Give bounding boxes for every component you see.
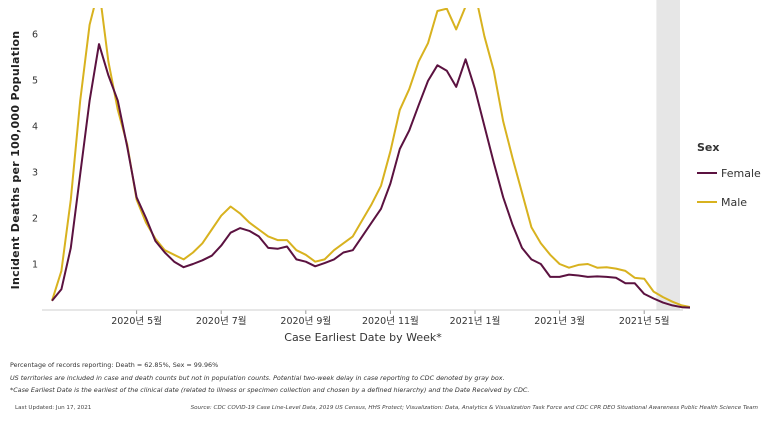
y-tick-label: 3 [32, 168, 38, 179]
y-tick-label: 6 [32, 30, 38, 41]
legend-label-female: Female [721, 167, 761, 180]
last-updated: Last Updated: Jun 17, 2021 [15, 405, 92, 411]
y-tick-label: 4 [32, 122, 38, 133]
deaths-line-chart: 1 2 3 4 5 6 2020년 5월 2020년 7월 2020년 9월 2020년 11월… [9, 0, 761, 344]
reporting-note: Percentage of records reporting: Death =… [10, 361, 219, 369]
series-line-male [51, 8, 690, 308]
y-tick-label: 2 [32, 214, 38, 225]
x-axis-title: Case Earliest Date by Week* [284, 331, 442, 344]
series-line-female [51, 43, 690, 309]
legend: Sex Female Male [697, 141, 761, 209]
x-tick-label: 2021년 5월 [619, 315, 670, 327]
chart-notes: Percentage of records reporting: Death =… [10, 359, 760, 397]
legend-label-male: Male [721, 196, 747, 209]
territories-note: US territories are included in case and … [10, 373, 505, 382]
definition-note: *Case Earliest Date is the earliest of t… [10, 386, 530, 394]
x-tick-label: 2020년 9월 [280, 315, 331, 327]
x-tick-label: 2020년 11월 [362, 315, 419, 327]
legend-title: Sex [697, 141, 719, 154]
source-credit: Source: CDC COVID-19 Case Line-Level Dat… [190, 405, 758, 411]
x-tick-label: 2021년 1월 [450, 315, 501, 327]
x-tick-label: 2021년 3월 [534, 315, 585, 327]
y-tick-label: 1 [32, 260, 38, 271]
y-tick-label: 5 [32, 76, 38, 87]
x-tick-label: 2020년 7월 [196, 315, 247, 327]
reporting-delay-box [656, 0, 680, 310]
y-axis-title: Incident Deaths per 100,000 Population [9, 31, 22, 290]
x-tick-label: 2020년 5월 [111, 315, 162, 327]
